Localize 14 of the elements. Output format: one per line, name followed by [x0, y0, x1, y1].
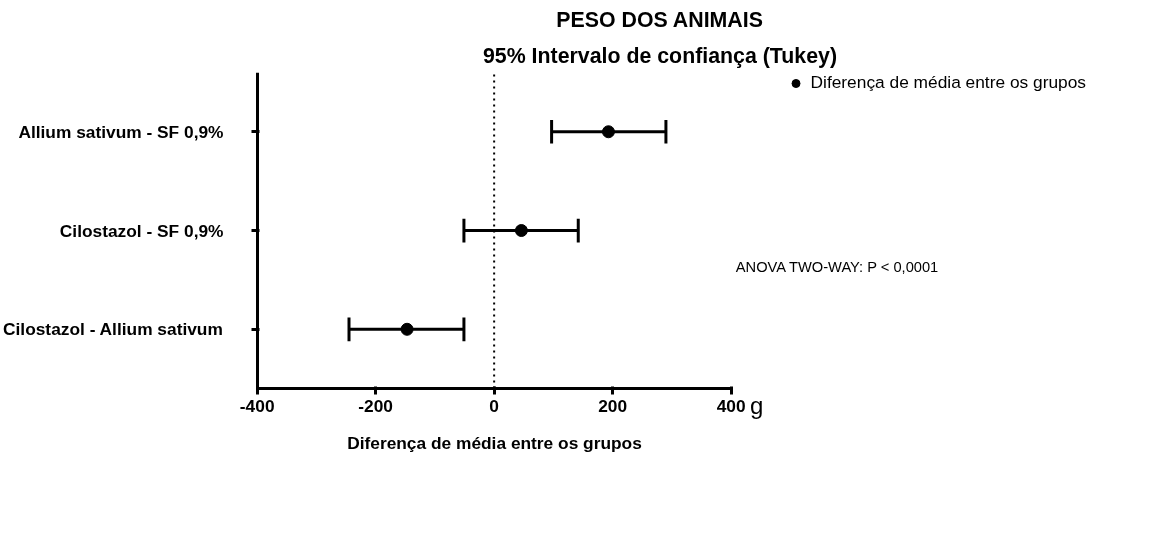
y-tick-label: Cilostazol - SF 0,9%	[59, 220, 224, 241]
y-tick-label: Allium sativum - SF 0,9%	[18, 121, 224, 142]
text: ANOVA TWO-WAY: P < 0,0001	[735, 258, 939, 275]
chart-title: PESO DOS ANIMAIS	[556, 7, 763, 32]
x-tick-label: -400	[239, 395, 275, 416]
chart-subtitle: 95% Intervalo de confiança (Tukey)	[483, 43, 837, 68]
legend-label: Diferença de média entre os grupos	[810, 72, 1086, 93]
x-tick-label: -200	[358, 395, 394, 416]
y-tick-label: Cilostazol - Allium sativum	[3, 319, 223, 340]
x-axis-title: Diferença de média entre os grupos	[347, 432, 642, 453]
x-tick-label: 400	[716, 395, 746, 416]
x-tick-label: 0	[489, 395, 499, 416]
x-tick-label: 200	[598, 395, 628, 416]
text: g	[750, 391, 764, 419]
